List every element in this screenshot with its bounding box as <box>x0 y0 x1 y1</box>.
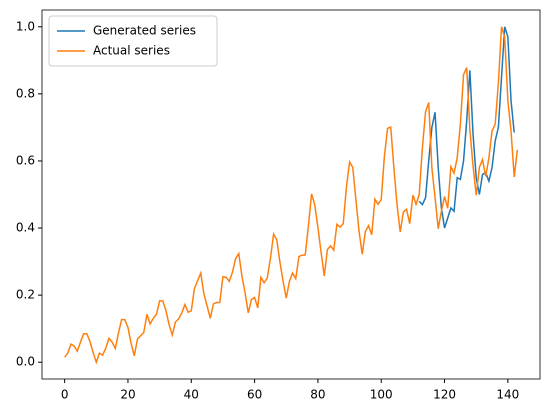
legend-label: Generated series <box>93 24 196 38</box>
line <box>64 26 519 365</box>
x-tick-label: 80 <box>310 388 325 402</box>
x-tick-label: 40 <box>184 388 199 402</box>
y-tick-label: 0.4 <box>16 221 35 235</box>
x-tick-label: 60 <box>247 388 262 402</box>
x-tick-label: 0 <box>61 388 69 402</box>
x-tick-label: 100 <box>370 388 393 402</box>
x-tick-label: 20 <box>120 388 135 402</box>
y-tick-label: 0.2 <box>16 288 35 302</box>
y-tick-label: 1.0 <box>16 19 35 33</box>
line <box>418 26 515 229</box>
y-tick-label: 0.0 <box>16 355 35 369</box>
legend-label: Actual series <box>93 44 170 58</box>
y-tick-label: 0.8 <box>16 86 35 100</box>
x-tick-label: 140 <box>496 388 519 402</box>
y-tick-label: 0.6 <box>16 153 35 167</box>
axes-frame <box>41 9 541 380</box>
legend-box <box>48 15 218 67</box>
x-tick-label: 120 <box>433 388 456 402</box>
